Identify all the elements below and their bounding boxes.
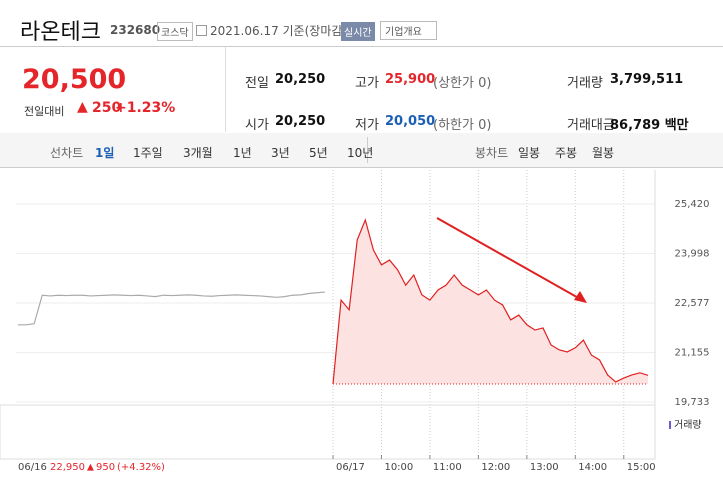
tab-label: 봉차트: [475, 146, 509, 160]
tab[interactable]: 1년: [233, 146, 252, 160]
field-value: 86,789 백만: [610, 118, 689, 133]
tab-bar: [0, 133, 723, 168]
change: 250: [92, 100, 122, 116]
stock-name: 라온테크: [20, 20, 101, 45]
field-label: 고가: [355, 76, 379, 91]
field-label: 시가: [245, 118, 269, 133]
tab[interactable]: 월봉: [592, 146, 615, 160]
x-tick-label: 06/17: [336, 462, 365, 473]
field-label: 저가: [355, 118, 379, 133]
prev-change-pct: (+4.32%): [117, 462, 165, 473]
tab[interactable]: 일봉: [518, 146, 541, 160]
volume-legend: 거래량: [674, 419, 702, 431]
up-arrow: ▲: [77, 99, 88, 115]
trend-arrow: [436, 217, 583, 301]
line: [332, 218, 649, 385]
x-tick-label: 06/16: [18, 462, 47, 473]
date: 2021.06.17 기준(장마감): [210, 24, 348, 38]
x-tick-label: 14:00: [578, 462, 607, 473]
field-value: 20,250: [275, 114, 326, 129]
divider: [225, 47, 226, 132]
field-value: 20,250: [275, 72, 326, 87]
y-tick-label: 23,998: [675, 249, 710, 260]
tab[interactable]: 1일: [95, 146, 115, 160]
tab[interactable]: 10년: [347, 146, 374, 160]
tab[interactable]: 5년: [309, 146, 328, 160]
field-label: 거래량: [567, 76, 603, 91]
x-tick-label: 10:00: [384, 462, 413, 473]
price: 20,500: [22, 64, 127, 95]
y-tick-label: 22,577: [675, 298, 710, 309]
y-tick-label: 19,733: [675, 397, 710, 408]
y-tick-label: 21,155: [675, 347, 710, 358]
tab[interactable]: 주봉: [555, 146, 578, 160]
realtime-button[interactable]: 실시간: [341, 22, 375, 41]
field-value: 3,799,511: [610, 72, 684, 87]
prev-change: 950: [96, 462, 115, 473]
arrow-head: [574, 291, 587, 303]
calendar-icon: [196, 25, 207, 36]
x-tick-label: 15:00: [627, 462, 656, 473]
field-limit: (하한가 0): [433, 118, 492, 133]
stock-code: 232680: [110, 23, 161, 37]
area: [333, 220, 648, 384]
x-tick-label: 11:00: [433, 462, 462, 473]
tab[interactable]: 3년: [271, 146, 290, 160]
change-label: 전일대비: [24, 105, 65, 118]
volume-box: [0, 404, 656, 460]
field-label: 전일: [245, 76, 269, 91]
prev-close: 22,950: [50, 462, 85, 473]
tab-label: 선차트: [50, 146, 84, 160]
line: [18, 291, 325, 326]
x-tick-label: 13:00: [530, 462, 559, 473]
up-arrow: ▲: [87, 463, 94, 473]
tab[interactable]: 3개월: [183, 146, 213, 160]
field-label: 거래대금: [567, 118, 615, 133]
change-pct: +1.23%: [115, 100, 176, 116]
volume-legend-swatch: [669, 421, 671, 429]
y-tick-label: 25,420: [675, 199, 710, 210]
overview-button[interactable]: 기업개요: [380, 21, 437, 40]
field-limit: (상한가 0): [433, 76, 492, 91]
field-value: 20,050: [385, 114, 436, 129]
market-badge: 코스닥: [157, 22, 193, 41]
divider: [367, 137, 368, 163]
x-tick-label: 12:00: [481, 462, 510, 473]
field-value: 25,900: [385, 72, 436, 87]
tab[interactable]: 1주일: [133, 146, 163, 160]
